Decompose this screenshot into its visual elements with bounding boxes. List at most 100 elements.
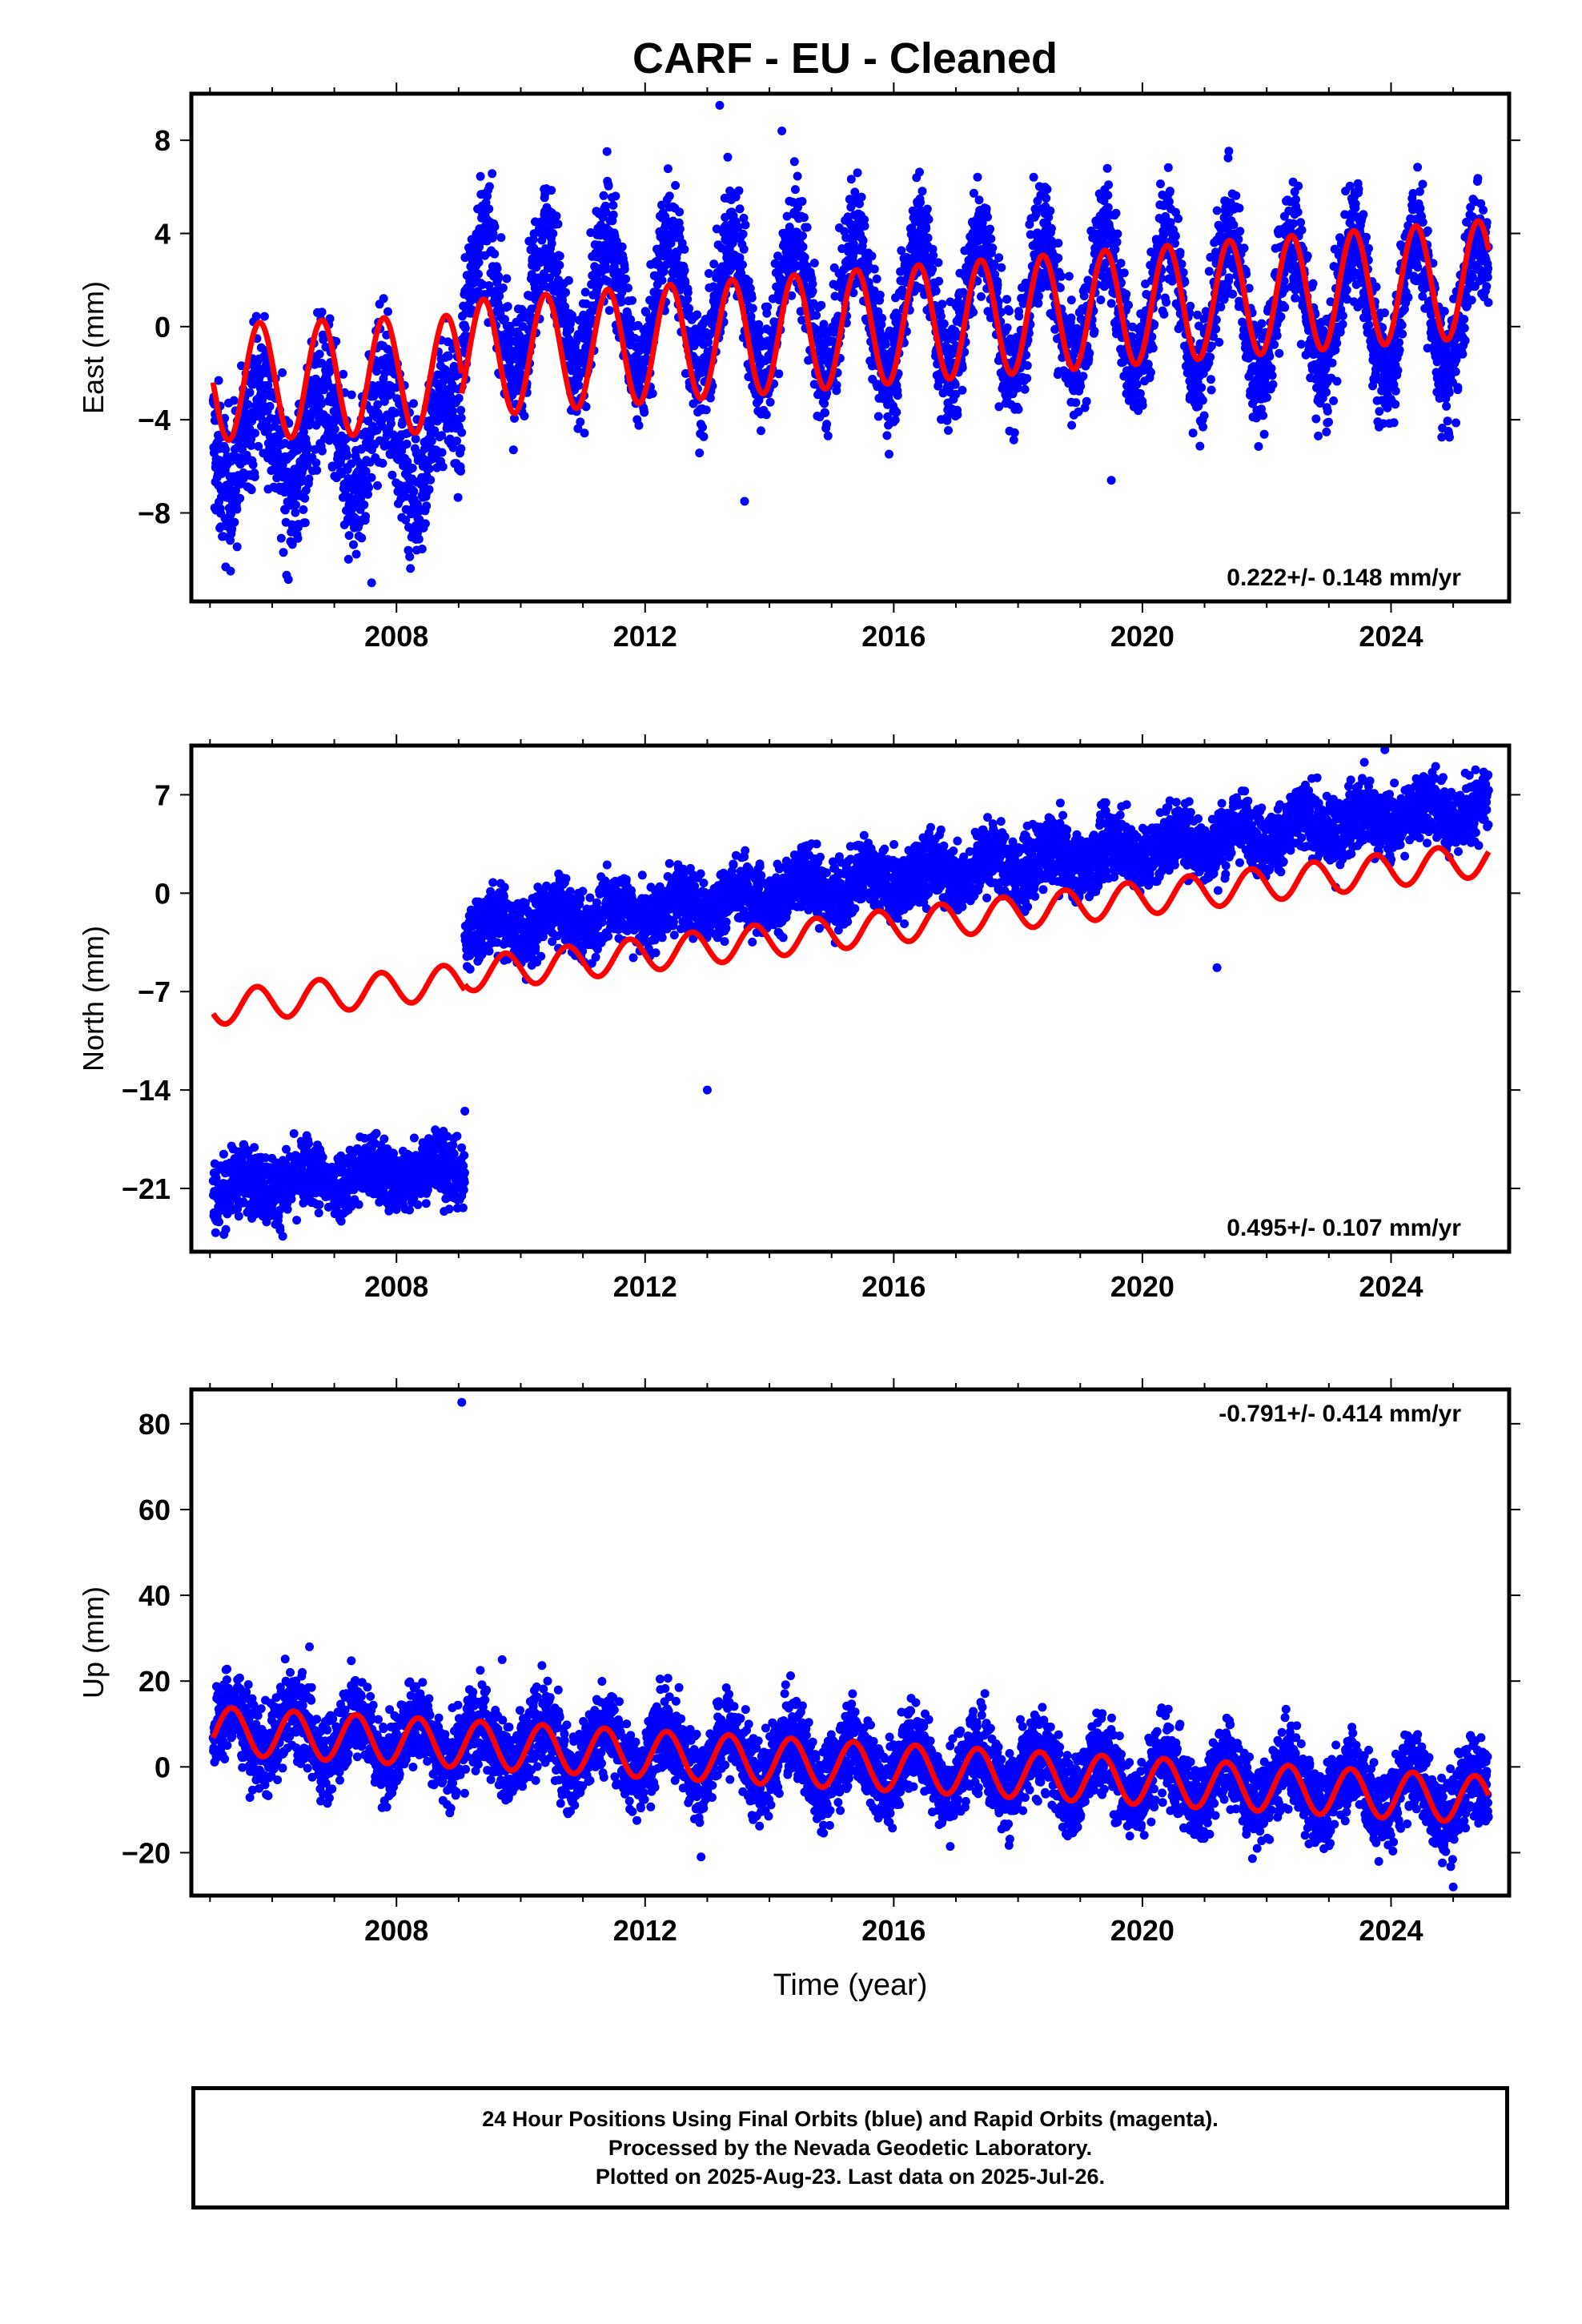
data-point [877, 313, 887, 323]
data-point [1359, 210, 1368, 219]
data-point [974, 195, 984, 205]
data-point [1020, 384, 1030, 394]
data-point [437, 448, 447, 457]
data-point [510, 413, 519, 423]
data-point [1391, 400, 1400, 409]
data-point [287, 540, 297, 549]
data-point [1054, 239, 1063, 248]
data-point [1138, 400, 1147, 410]
data-point [424, 464, 434, 473]
data-point [599, 191, 608, 200]
data-point [1229, 220, 1239, 230]
data-point [401, 515, 411, 525]
data-point [694, 332, 704, 341]
data-point [1112, 237, 1122, 247]
data-point [1078, 372, 1088, 381]
data-point [391, 408, 400, 417]
data-point [1322, 388, 1331, 397]
data-point [490, 249, 500, 259]
data-point [1002, 295, 1012, 304]
data-point [1332, 376, 1342, 386]
data-point [869, 264, 879, 274]
data-point [757, 426, 765, 436]
data-point [299, 505, 308, 514]
data-point [774, 369, 784, 379]
data-point [620, 264, 629, 274]
data-point [1314, 431, 1323, 440]
data-point [265, 401, 275, 411]
data-point [409, 487, 419, 497]
data-point [476, 171, 485, 181]
data-point [374, 380, 383, 390]
data-point [1014, 312, 1024, 321]
data-point [1067, 420, 1077, 430]
data-point [406, 564, 416, 573]
data-point [1148, 344, 1158, 353]
data-point [474, 258, 484, 267]
data-point [430, 426, 440, 436]
data-point [250, 472, 259, 481]
data-point [248, 460, 258, 469]
data-point [705, 393, 715, 403]
data-point [1199, 422, 1208, 432]
data-point [973, 172, 982, 182]
data-point [1071, 398, 1081, 408]
data-point [456, 466, 465, 476]
data-point [993, 280, 1002, 290]
data-point [1338, 320, 1347, 329]
data-point [793, 171, 802, 181]
data-point [1022, 361, 1032, 370]
data-point [977, 292, 986, 301]
data-point [283, 467, 292, 476]
data-point [1034, 292, 1043, 301]
data-point [357, 533, 367, 543]
data-point [567, 311, 576, 320]
data-point [351, 549, 361, 559]
data-point [338, 493, 347, 502]
data-point [680, 266, 689, 275]
data-point [1103, 203, 1113, 212]
data-point [860, 221, 869, 231]
data-point [1090, 327, 1099, 336]
data-point [938, 300, 947, 309]
data-point [671, 181, 681, 190]
data-point [621, 274, 631, 283]
data-point [1296, 340, 1306, 349]
data-point [247, 440, 256, 450]
data-point [1354, 184, 1363, 194]
data-point [1272, 331, 1282, 340]
data-point [1188, 428, 1198, 438]
data-point [272, 447, 282, 456]
data-point [475, 242, 484, 251]
data-point [457, 428, 467, 437]
data-point [552, 211, 561, 221]
data-point [695, 448, 705, 458]
data-point [456, 413, 466, 423]
data-point [628, 296, 636, 305]
data-point [311, 458, 321, 468]
data-point [986, 234, 996, 243]
data-point [1199, 411, 1209, 420]
data-point [950, 380, 960, 389]
data-point [1046, 206, 1055, 215]
data-point [547, 186, 556, 195]
data-point [657, 275, 667, 285]
data-point [680, 244, 689, 254]
data-point [712, 224, 721, 234]
data-point [675, 207, 685, 217]
data-point [474, 269, 483, 279]
data-point [1170, 231, 1180, 241]
data-point [1207, 375, 1215, 384]
data-point [665, 191, 674, 201]
data-point [944, 426, 953, 435]
data-point [300, 518, 310, 528]
data-point [573, 424, 583, 433]
data-point [601, 207, 611, 217]
data-point [1212, 206, 1222, 215]
data-point [221, 444, 231, 454]
data-point [603, 276, 612, 286]
data-point [1162, 297, 1171, 307]
data-point [892, 408, 901, 417]
data-point [1102, 163, 1112, 173]
data-point [408, 464, 417, 472]
